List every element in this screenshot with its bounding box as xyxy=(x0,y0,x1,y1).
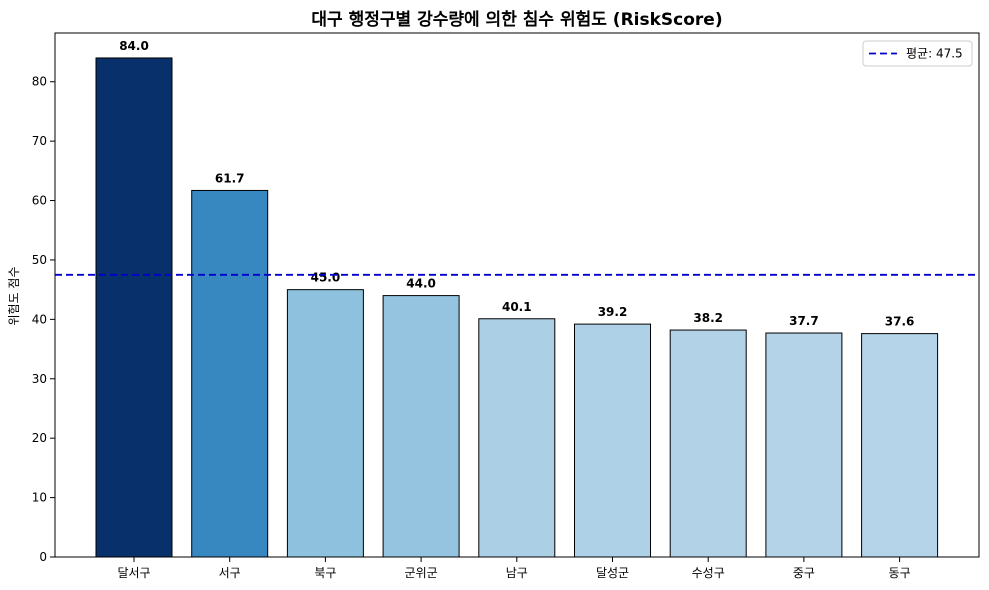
x-tick-label: 서구 xyxy=(219,566,241,580)
bar xyxy=(382,295,460,558)
y-tick-label: 20 xyxy=(32,431,47,445)
x-tick-label: 수성구 xyxy=(692,566,725,580)
bars xyxy=(95,57,939,558)
y-tick-label: 50 xyxy=(32,253,47,267)
data-label: 37.7 xyxy=(789,314,819,328)
legend: 평균: 47.5 xyxy=(862,40,973,67)
x-axis: 달서구 서구 북구 군위군 남구 달성군 수성구 중구 동구 xyxy=(117,557,911,580)
plot-frame xyxy=(54,32,980,558)
bar xyxy=(765,332,843,558)
y-axis: 0 10 20 30 40 50 60 70 80 xyxy=(32,75,55,564)
data-label: 84.0 xyxy=(119,39,149,53)
chart-title: 대구 행정구별 강수량에 의한 침수 위험도 (RiskScore) xyxy=(311,9,722,30)
x-tick-label: 중구 xyxy=(793,566,815,580)
bar xyxy=(574,323,651,558)
data-label: 45.0 xyxy=(311,271,341,285)
x-tick-label: 달성군 xyxy=(596,566,629,580)
data-label: 40.1 xyxy=(502,300,532,314)
x-tick-label: 군위군 xyxy=(405,566,438,580)
bar xyxy=(191,189,269,558)
data-label: 39.2 xyxy=(598,305,628,319)
x-tick-label: 북구 xyxy=(314,566,336,580)
y-tick-label: 40 xyxy=(32,312,47,326)
y-tick-label: 80 xyxy=(32,75,47,89)
bar xyxy=(286,289,364,558)
legend-box xyxy=(862,40,973,67)
y-tick-label: 10 xyxy=(32,491,47,505)
bar xyxy=(478,318,556,558)
x-tick-label: 동구 xyxy=(889,566,911,580)
data-label: 44.0 xyxy=(406,277,436,291)
bar xyxy=(861,333,939,558)
y-tick-label: 70 xyxy=(32,134,47,148)
data-label: 38.2 xyxy=(693,311,723,325)
y-tick-label: 0 xyxy=(39,550,47,564)
bar xyxy=(95,57,173,558)
x-tick-label: 남구 xyxy=(506,566,528,580)
y-tick-label: 30 xyxy=(32,372,47,386)
y-axis-label: 위험도 점수 xyxy=(7,266,21,325)
data-label: 37.6 xyxy=(885,315,915,329)
data-label: 61.7 xyxy=(215,171,245,185)
bar xyxy=(669,329,747,558)
legend-label: 평균: 47.5 xyxy=(906,47,963,61)
x-tick-label: 달서구 xyxy=(117,566,150,580)
y-tick-label: 60 xyxy=(32,194,47,208)
